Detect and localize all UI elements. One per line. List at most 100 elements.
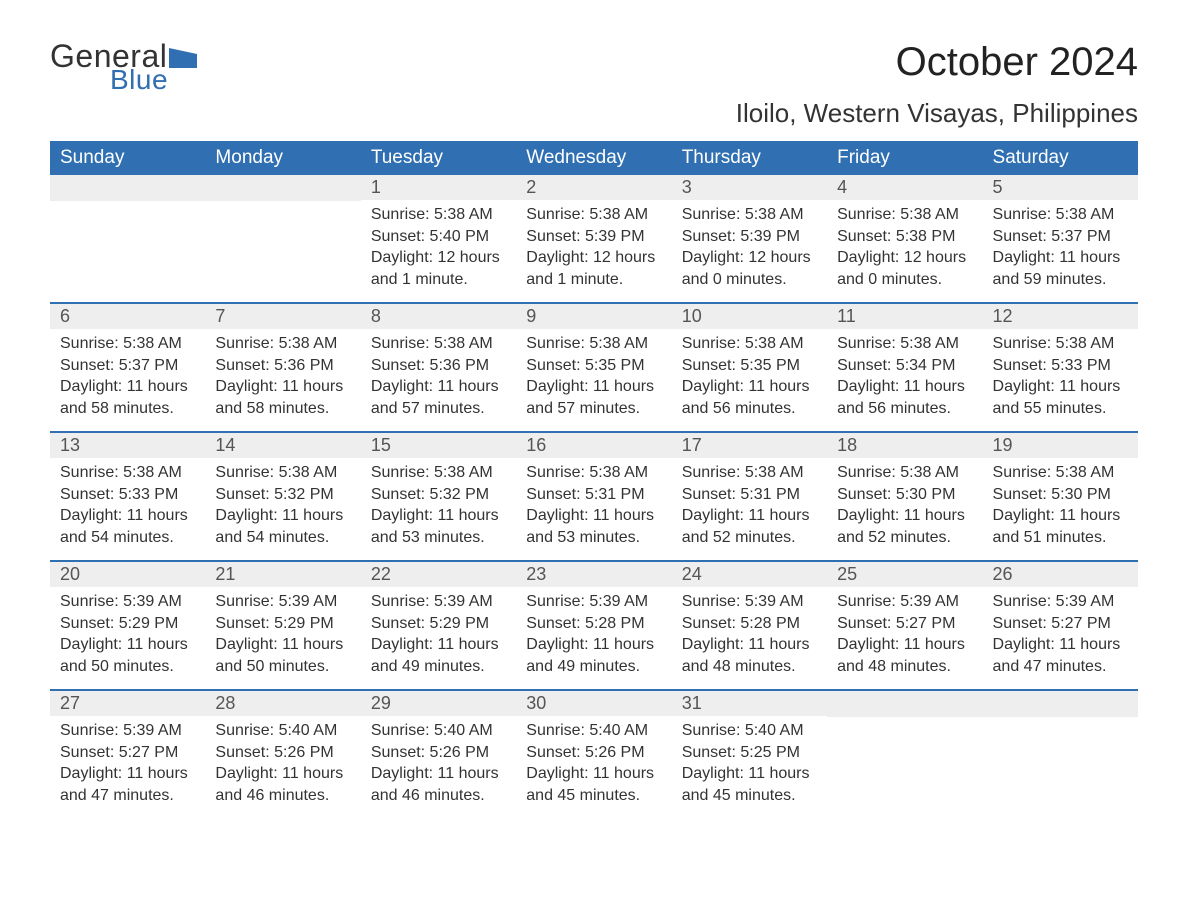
calendar-day-cell: 3Sunrise: 5:38 AMSunset: 5:39 PMDaylight… bbox=[672, 175, 827, 303]
calendar-day-cell: 18Sunrise: 5:38 AMSunset: 5:30 PMDayligh… bbox=[827, 433, 982, 561]
day-number: 16 bbox=[516, 433, 671, 458]
sunset-text: Sunset: 5:26 PM bbox=[371, 742, 506, 764]
calendar-day-cell: 2Sunrise: 5:38 AMSunset: 5:39 PMDaylight… bbox=[516, 175, 671, 303]
day-details: Sunrise: 5:39 AMSunset: 5:29 PMDaylight:… bbox=[361, 587, 516, 687]
day-number: 18 bbox=[827, 433, 982, 458]
daylight-line2: and 45 minutes. bbox=[682, 785, 817, 807]
sunrise-text: Sunrise: 5:38 AM bbox=[993, 204, 1128, 226]
daylight-line1: Daylight: 11 hours bbox=[371, 763, 506, 785]
sunrise-text: Sunrise: 5:38 AM bbox=[526, 204, 661, 226]
daylight-line2: and 1 minute. bbox=[526, 269, 661, 291]
sunrise-text: Sunrise: 5:39 AM bbox=[215, 591, 350, 613]
day-number: 14 bbox=[205, 433, 360, 458]
calendar-day-cell: 12Sunrise: 5:38 AMSunset: 5:33 PMDayligh… bbox=[983, 304, 1138, 432]
calendar-day-cell bbox=[827, 691, 982, 819]
calendar-day-cell: 26Sunrise: 5:39 AMSunset: 5:27 PMDayligh… bbox=[983, 562, 1138, 690]
calendar-day-cell: 16Sunrise: 5:38 AMSunset: 5:31 PMDayligh… bbox=[516, 433, 671, 561]
day-number: 27 bbox=[50, 691, 205, 716]
day-number: 30 bbox=[516, 691, 671, 716]
day-details: Sunrise: 5:39 AMSunset: 5:27 PMDaylight:… bbox=[983, 587, 1138, 687]
sunrise-text: Sunrise: 5:40 AM bbox=[215, 720, 350, 742]
daylight-line1: Daylight: 11 hours bbox=[837, 634, 972, 656]
day-details: Sunrise: 5:38 AMSunset: 5:33 PMDaylight:… bbox=[50, 458, 205, 558]
daylight-line2: and 49 minutes. bbox=[526, 656, 661, 678]
sunset-text: Sunset: 5:34 PM bbox=[837, 355, 972, 377]
sunrise-text: Sunrise: 5:38 AM bbox=[682, 204, 817, 226]
daylight-line2: and 56 minutes. bbox=[837, 398, 972, 420]
calendar-day-cell: 4Sunrise: 5:38 AMSunset: 5:38 PMDaylight… bbox=[827, 175, 982, 303]
sunset-text: Sunset: 5:38 PM bbox=[837, 226, 972, 248]
daylight-line2: and 58 minutes. bbox=[60, 398, 195, 420]
sunrise-text: Sunrise: 5:38 AM bbox=[60, 462, 195, 484]
day-details: Sunrise: 5:40 AMSunset: 5:26 PMDaylight:… bbox=[205, 716, 360, 816]
day-details: Sunrise: 5:38 AMSunset: 5:39 PMDaylight:… bbox=[516, 200, 671, 300]
sunrise-text: Sunrise: 5:38 AM bbox=[526, 333, 661, 355]
daylight-line2: and 50 minutes. bbox=[60, 656, 195, 678]
empty-day-header bbox=[205, 175, 360, 201]
sunset-text: Sunset: 5:29 PM bbox=[215, 613, 350, 635]
sunrise-text: Sunrise: 5:38 AM bbox=[526, 462, 661, 484]
sunrise-text: Sunrise: 5:40 AM bbox=[371, 720, 506, 742]
daylight-line1: Daylight: 11 hours bbox=[682, 634, 817, 656]
sunset-text: Sunset: 5:39 PM bbox=[526, 226, 661, 248]
sunset-text: Sunset: 5:37 PM bbox=[60, 355, 195, 377]
sunrise-text: Sunrise: 5:39 AM bbox=[526, 591, 661, 613]
calendar-day-cell: 6Sunrise: 5:38 AMSunset: 5:37 PMDaylight… bbox=[50, 304, 205, 432]
day-details: Sunrise: 5:38 AMSunset: 5:31 PMDaylight:… bbox=[672, 458, 827, 558]
daylight-line1: Daylight: 11 hours bbox=[526, 763, 661, 785]
brand-logo: General Blue bbox=[50, 40, 197, 94]
day-number: 15 bbox=[361, 433, 516, 458]
day-number: 19 bbox=[983, 433, 1138, 458]
location-subtitle: Iloilo, Western Visayas, Philippines bbox=[50, 98, 1138, 129]
sunrise-text: Sunrise: 5:38 AM bbox=[993, 333, 1128, 355]
daylight-line2: and 47 minutes. bbox=[993, 656, 1128, 678]
day-number: 31 bbox=[672, 691, 827, 716]
sunset-text: Sunset: 5:27 PM bbox=[60, 742, 195, 764]
daylight-line2: and 46 minutes. bbox=[371, 785, 506, 807]
sunset-text: Sunset: 5:40 PM bbox=[371, 226, 506, 248]
daylight-line1: Daylight: 11 hours bbox=[215, 634, 350, 656]
daylight-line2: and 56 minutes. bbox=[682, 398, 817, 420]
sunrise-text: Sunrise: 5:40 AM bbox=[682, 720, 817, 742]
calendar-day-cell: 10Sunrise: 5:38 AMSunset: 5:35 PMDayligh… bbox=[672, 304, 827, 432]
day-details: Sunrise: 5:38 AMSunset: 5:37 PMDaylight:… bbox=[50, 329, 205, 429]
day-number: 11 bbox=[827, 304, 982, 329]
calendar-header-row: Sunday Monday Tuesday Wednesday Thursday… bbox=[50, 141, 1138, 175]
day-number: 22 bbox=[361, 562, 516, 587]
day-details: Sunrise: 5:40 AMSunset: 5:26 PMDaylight:… bbox=[361, 716, 516, 816]
day-details: Sunrise: 5:38 AMSunset: 5:36 PMDaylight:… bbox=[361, 329, 516, 429]
day-number: 12 bbox=[983, 304, 1138, 329]
calendar-day-cell: 19Sunrise: 5:38 AMSunset: 5:30 PMDayligh… bbox=[983, 433, 1138, 561]
daylight-line2: and 51 minutes. bbox=[993, 527, 1128, 549]
day-number: 20 bbox=[50, 562, 205, 587]
page-title: October 2024 bbox=[896, 40, 1138, 85]
day-number: 21 bbox=[205, 562, 360, 587]
calendar-week-row: 13Sunrise: 5:38 AMSunset: 5:33 PMDayligh… bbox=[50, 433, 1138, 561]
daylight-line1: Daylight: 12 hours bbox=[682, 247, 817, 269]
day-number: 6 bbox=[50, 304, 205, 329]
daylight-line2: and 50 minutes. bbox=[215, 656, 350, 678]
daylight-line1: Daylight: 11 hours bbox=[371, 505, 506, 527]
calendar-week-row: 20Sunrise: 5:39 AMSunset: 5:29 PMDayligh… bbox=[50, 562, 1138, 690]
sunrise-text: Sunrise: 5:40 AM bbox=[526, 720, 661, 742]
daylight-line1: Daylight: 11 hours bbox=[60, 763, 195, 785]
calendar-day-cell: 5Sunrise: 5:38 AMSunset: 5:37 PMDaylight… bbox=[983, 175, 1138, 303]
day-number: 28 bbox=[205, 691, 360, 716]
day-details: Sunrise: 5:38 AMSunset: 5:38 PMDaylight:… bbox=[827, 200, 982, 300]
daylight-line2: and 46 minutes. bbox=[215, 785, 350, 807]
daylight-line2: and 0 minutes. bbox=[682, 269, 817, 291]
calendar-day-cell: 30Sunrise: 5:40 AMSunset: 5:26 PMDayligh… bbox=[516, 691, 671, 819]
daylight-line1: Daylight: 11 hours bbox=[993, 247, 1128, 269]
day-details: Sunrise: 5:38 AMSunset: 5:31 PMDaylight:… bbox=[516, 458, 671, 558]
day-number: 26 bbox=[983, 562, 1138, 587]
sunrise-text: Sunrise: 5:39 AM bbox=[60, 591, 195, 613]
col-saturday: Saturday bbox=[983, 141, 1138, 175]
sunset-text: Sunset: 5:36 PM bbox=[371, 355, 506, 377]
daylight-line2: and 52 minutes. bbox=[837, 527, 972, 549]
sunrise-text: Sunrise: 5:38 AM bbox=[837, 333, 972, 355]
sunrise-text: Sunrise: 5:38 AM bbox=[837, 204, 972, 226]
daylight-line1: Daylight: 11 hours bbox=[682, 763, 817, 785]
daylight-line2: and 59 minutes. bbox=[993, 269, 1128, 291]
calendar-day-cell: 1Sunrise: 5:38 AMSunset: 5:40 PMDaylight… bbox=[361, 175, 516, 303]
day-details: Sunrise: 5:38 AMSunset: 5:32 PMDaylight:… bbox=[361, 458, 516, 558]
